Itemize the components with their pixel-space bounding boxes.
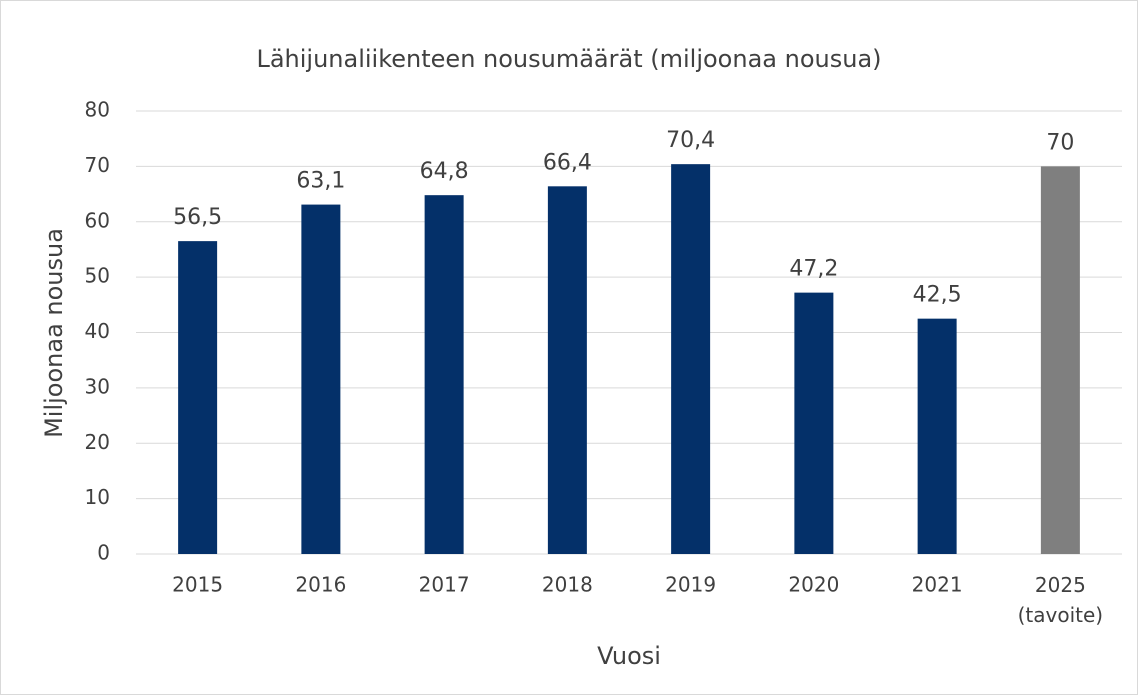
y-tick-label: 80 <box>85 98 110 122</box>
value-label: 63,1 <box>296 169 345 194</box>
y-tick-label: 30 <box>85 374 110 398</box>
y-tick-label: 20 <box>85 430 110 454</box>
x-axis-title: Vuosi <box>597 642 661 670</box>
y-tick-label: 50 <box>85 264 110 288</box>
x-tick-label: 2015 <box>172 573 223 597</box>
x-tick-label: 2021 <box>912 573 963 597</box>
x-tick-label: 2018 <box>542 573 593 597</box>
value-label: 70,4 <box>666 128 715 153</box>
x-tick-label: 2017 <box>419 573 470 597</box>
bar <box>547 186 587 554</box>
value-label: 70 <box>1046 130 1074 155</box>
y-tick-label: 60 <box>85 208 110 232</box>
x-tick-label-line: (tavoite) <box>1018 603 1103 627</box>
bar <box>301 204 341 555</box>
bar <box>178 241 218 554</box>
y-tick-label: 10 <box>85 485 110 509</box>
bar <box>794 292 834 554</box>
value-label: 64,8 <box>420 159 469 184</box>
bar <box>1040 166 1080 554</box>
y-tick-label: 0 <box>97 541 110 565</box>
x-tick-label: 2016 <box>295 573 346 597</box>
y-axis-title: Miljoonaa nousua <box>40 228 68 438</box>
y-tick-label: 40 <box>85 319 110 343</box>
value-label: 47,2 <box>789 257 838 282</box>
value-label: 42,5 <box>913 283 962 308</box>
value-label: 56,5 <box>173 205 222 230</box>
bar <box>917 318 957 554</box>
x-tick-label: 2019 <box>665 573 716 597</box>
x-tick-label: 2020 <box>788 573 839 597</box>
bar <box>424 195 464 555</box>
x-tick-label-line: 2025 <box>1035 573 1086 597</box>
chart-title: Lähijunaliikenteen nousumäärät (miljoona… <box>256 45 881 73</box>
y-tick-label: 70 <box>85 153 110 177</box>
bar <box>671 164 711 554</box>
value-label: 66,4 <box>543 150 592 175</box>
x-tick-label: 2025 (tavoite) <box>1018 573 1103 627</box>
